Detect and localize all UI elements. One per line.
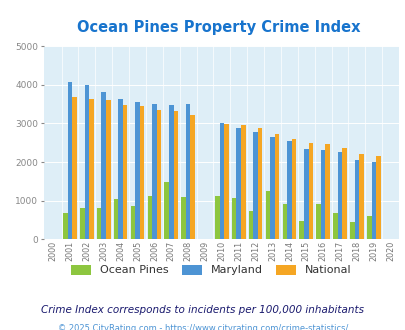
Bar — [354, 160, 358, 239]
Legend: Ocean Pines, Maryland, National: Ocean Pines, Maryland, National — [66, 260, 355, 280]
Bar — [123, 105, 127, 239]
Bar — [257, 128, 262, 239]
Bar — [325, 144, 329, 239]
Bar — [270, 137, 274, 239]
Bar — [173, 111, 178, 239]
Bar — [248, 212, 253, 239]
Bar — [72, 97, 77, 239]
Bar — [219, 123, 224, 239]
Bar — [274, 134, 279, 239]
Bar — [130, 207, 135, 239]
Bar — [320, 150, 325, 239]
Bar — [308, 143, 312, 239]
Bar — [84, 85, 89, 239]
Bar — [236, 128, 241, 239]
Bar — [168, 105, 173, 239]
Bar — [89, 99, 94, 239]
Bar — [63, 213, 68, 239]
Bar — [375, 156, 379, 239]
Bar — [224, 124, 228, 239]
Bar — [113, 199, 118, 239]
Bar — [190, 115, 194, 239]
Bar — [371, 162, 375, 239]
Bar — [291, 139, 296, 239]
Bar — [139, 107, 144, 239]
Bar — [80, 208, 84, 239]
Bar — [265, 191, 270, 239]
Bar — [156, 110, 161, 239]
Bar — [349, 222, 354, 239]
Bar — [147, 196, 152, 239]
Bar — [106, 100, 110, 239]
Bar — [135, 102, 139, 239]
Bar — [337, 152, 341, 239]
Bar — [97, 208, 101, 239]
Bar — [215, 196, 219, 239]
Bar — [299, 221, 303, 239]
Text: Ocean Pines Property Crime Index: Ocean Pines Property Crime Index — [77, 20, 360, 35]
Bar — [358, 154, 363, 239]
Bar — [253, 132, 257, 239]
Bar — [282, 204, 286, 239]
Bar — [231, 198, 236, 239]
Bar — [185, 104, 190, 239]
Bar — [152, 104, 156, 239]
Bar — [366, 216, 371, 239]
Bar — [181, 197, 185, 239]
Text: Crime Index corresponds to incidents per 100,000 inhabitants: Crime Index corresponds to incidents per… — [41, 305, 364, 315]
Bar — [303, 149, 308, 239]
Bar — [164, 182, 168, 239]
Bar — [241, 125, 245, 239]
Bar — [341, 148, 346, 239]
Bar — [118, 99, 123, 239]
Bar — [315, 204, 320, 239]
Bar — [286, 141, 291, 239]
Bar — [101, 92, 106, 239]
Text: © 2025 CityRating.com - https://www.cityrating.com/crime-statistics/: © 2025 CityRating.com - https://www.city… — [58, 324, 347, 330]
Bar — [68, 82, 72, 239]
Bar — [333, 213, 337, 239]
